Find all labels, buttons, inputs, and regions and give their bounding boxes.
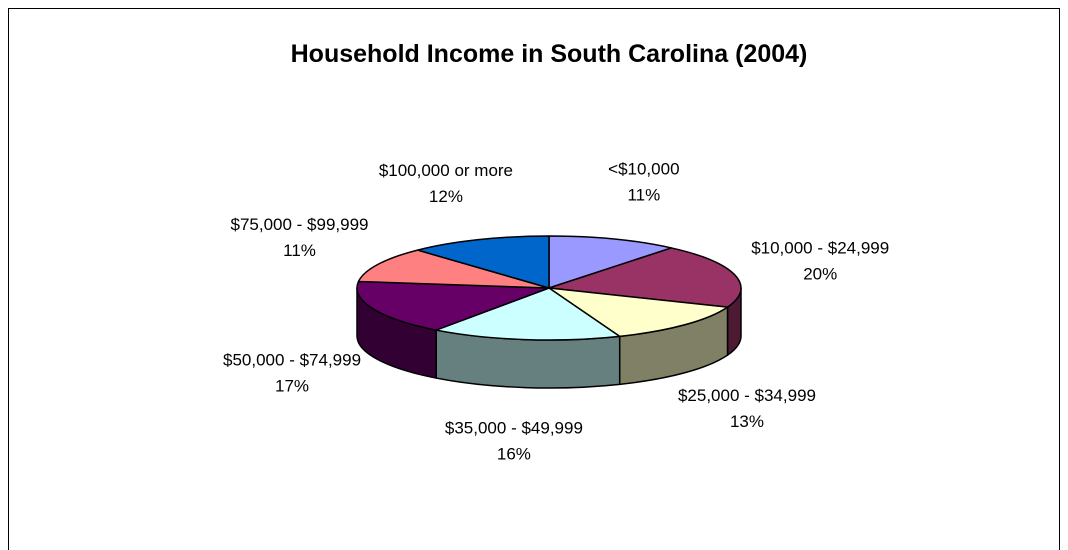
slice (356, 280, 550, 331)
slice-label: $35,000 - $49,999 (445, 419, 583, 438)
slice-value-label: 17% (275, 377, 309, 396)
slice-label: $10,000 - $24,999 (751, 239, 889, 258)
slice-label: $75,000 - $99,999 (231, 215, 369, 234)
slice-value-label: 20% (803, 265, 837, 284)
slice-value-label: 11% (283, 241, 316, 260)
chart-title: Household Income in South Carolina (2004… (291, 40, 808, 68)
slice-value-label: 11% (627, 186, 660, 205)
slice-label: $100,000 or more (379, 161, 513, 180)
slice (548, 235, 673, 289)
slice-value-label: 12% (429, 187, 463, 206)
slice-label: <$10,000 (608, 160, 679, 179)
slice (435, 287, 621, 341)
slice (548, 287, 729, 338)
slice-value-label: 16% (497, 445, 531, 464)
slice-label: $25,000 - $34,999 (678, 386, 816, 405)
slice-label: $50,000 - $74,999 (223, 351, 361, 370)
slice (357, 249, 550, 289)
slice-value-label: 13% (730, 412, 764, 431)
slice (548, 247, 742, 308)
slice (416, 235, 550, 289)
